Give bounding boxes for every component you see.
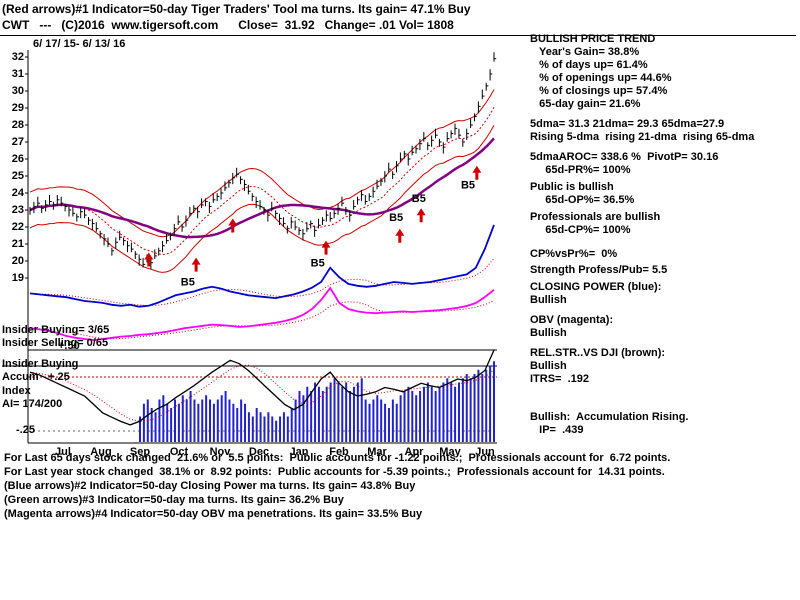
- month-label: Apr: [404, 446, 424, 458]
- footer-line: For Last year stock changed 38.1% or 8.9…: [4, 466, 665, 478]
- b5-label: B5: [181, 276, 195, 288]
- accumulation-index-value: AI= 174/200: [2, 398, 63, 410]
- b5-label: B5: [412, 193, 426, 205]
- b5-label: B5: [461, 180, 475, 192]
- level-lines: [2, 349, 497, 432]
- b5-labels: B5 B5 B5 B5 B5: [181, 180, 475, 289]
- insider-buying-panel-label: Insider Buying: [2, 358, 79, 370]
- header-divider: [0, 35, 796, 36]
- price-axis-label: 28: [11, 119, 24, 131]
- stats-line: Bullish: [530, 294, 567, 306]
- price-axis-label: 32: [11, 51, 24, 63]
- footer-line: (Magenta arrows)#4 Indicator=50-day OBV …: [4, 508, 423, 520]
- month-label: Aug: [90, 446, 112, 458]
- footer-line: For Last 65 days stock changed 21.6% or …: [4, 452, 671, 464]
- insider-selling-count: Insider Selling= 0/65: [2, 337, 109, 349]
- stats-line: Bullish: [530, 327, 567, 339]
- stats-line: CLOSING POWER (blue):: [530, 281, 662, 293]
- price-axis-label: 21: [11, 238, 24, 250]
- month-label: Dec: [248, 446, 270, 458]
- stats-line: 65d-CP%= 100%: [530, 224, 631, 236]
- price-axis-label: 30: [11, 85, 24, 97]
- insider-buying-count: Insider Buying= 3/65: [2, 324, 110, 336]
- axes: [25, 50, 497, 444]
- b5-label: B5: [311, 258, 325, 270]
- price-bands: [29, 89, 495, 273]
- stats-line: Strength Profess/Pub= 5.5: [530, 264, 668, 276]
- month-label: Jul: [55, 446, 71, 458]
- month-label: Jan: [289, 446, 309, 458]
- stats-line: ITRS= .192: [530, 373, 590, 385]
- closing-power-line: [29, 224, 495, 308]
- stats-line: Bullish: Accumulation Rising.: [530, 411, 689, 423]
- buy-arrows: [144, 165, 482, 272]
- stats-line: Year's Gain= 38.8%: [530, 46, 640, 58]
- ticker-header: CWT --- (C)2016 www.tigersoft.com Close=…: [2, 18, 454, 32]
- ma65-line: [29, 137, 495, 239]
- price-axis-label: 29: [11, 102, 24, 114]
- level-plus25-label: +.25: [48, 371, 70, 383]
- month-label: Feb: [329, 446, 349, 458]
- stats-line: 65-day gain= 21.6%: [530, 98, 641, 110]
- stats-line: % of days up= 61.4%: [530, 59, 648, 71]
- price-axis-label: 25: [11, 170, 24, 182]
- stats-line: REL.STR..VS DJI (brown):: [530, 347, 666, 359]
- price-axis-label: 20: [11, 255, 24, 267]
- stats-line: IP= .439: [530, 424, 584, 436]
- price-axis-label: 19: [11, 272, 24, 284]
- buy-arrow-icon: [191, 257, 201, 272]
- price-axis-label: 22: [11, 221, 24, 233]
- buy-arrow-icon: [228, 218, 238, 233]
- accum-panel-label: Accum: [2, 371, 39, 383]
- price-axis-label: 27: [11, 136, 24, 148]
- stats-line: 65d-OP%= 36.5%: [530, 194, 635, 206]
- month-label: May: [439, 446, 461, 458]
- stats-line: Bullish: [530, 360, 567, 372]
- stats-line: Public is bullish: [530, 181, 614, 193]
- buy-arrow-icon: [416, 208, 426, 223]
- month-label: Mar: [367, 446, 387, 458]
- month-label: Sep: [129, 446, 151, 458]
- buy-arrow-icon: [472, 165, 482, 180]
- stats-line: Rising 5-dma rising 21-dma rising 65-dma: [530, 131, 755, 143]
- buy-arrow-icon: [144, 252, 154, 267]
- indicator-1-header: (Red arrows)#1 Indicator=50-day Tiger Tr…: [2, 2, 471, 16]
- accumulation-histogram: [139, 361, 495, 442]
- stats-line: % of closings up= 57.4%: [530, 85, 668, 97]
- buy-arrow-icon: [321, 240, 331, 255]
- stats-line: CP%vsPr%= 0%: [530, 248, 618, 260]
- price-axis-label: 24: [11, 187, 24, 199]
- level-plus50-label: +.50: [58, 340, 80, 352]
- month-label: Oct: [169, 446, 189, 458]
- footer-line: (Green arrows)#3 Indicator=50-day ma tur…: [4, 494, 344, 506]
- price-bars: [29, 52, 497, 270]
- obv-line: [29, 286, 495, 342]
- date-range-label: 6/ 17/ 15- 6/ 13/ 16: [33, 38, 126, 50]
- index-panel-label: Index: [2, 385, 31, 397]
- b5-label: B5: [389, 212, 403, 224]
- rel-strength-line: [29, 349, 495, 426]
- stats-line: BULLISH PRICE TREND: [530, 33, 656, 45]
- level-minus25-label: -.25: [16, 424, 35, 436]
- stats-line: 65d-PR%= 100%: [530, 164, 631, 176]
- stats-line: 5dmaAROC= 338.6 % PivotP= 30.16: [530, 151, 719, 163]
- price-axis-label: 26: [11, 153, 24, 165]
- buy-arrow-icon: [395, 228, 405, 243]
- month-label: Jun: [475, 446, 495, 458]
- stats-line: 5dma= 31.3 21dma= 29.3 65dma=27.9: [530, 118, 725, 130]
- footer-line: (Blue arrows)#2 Indicator=50-day Closing…: [4, 480, 416, 492]
- price-axis-label: 31: [11, 68, 24, 80]
- month-label: Nov: [209, 446, 231, 458]
- price-axis-label: 23: [11, 204, 24, 216]
- stats-line: OBV (magenta):: [530, 314, 614, 326]
- stats-line: Professionals are bullish: [530, 211, 661, 223]
- stats-line: % of openings up= 44.6%: [530, 72, 672, 84]
